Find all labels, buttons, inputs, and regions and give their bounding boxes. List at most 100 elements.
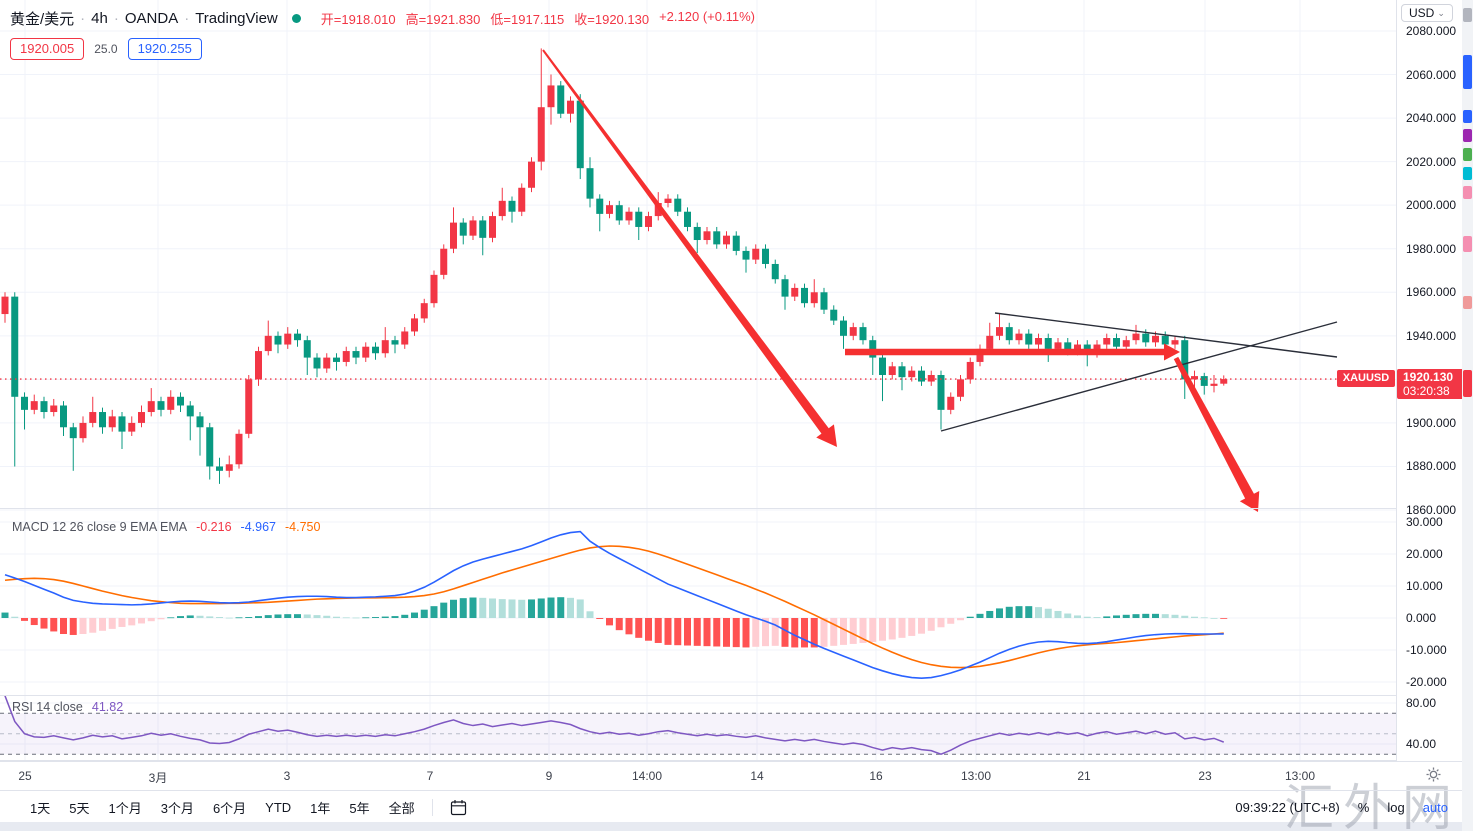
down-arrow-2 xyxy=(1173,356,1260,512)
range-button-1天[interactable]: 1天 xyxy=(30,800,51,816)
symbol-title[interactable]: 黄金/美元 xyxy=(10,11,75,28)
price-tick: 1940.000 xyxy=(1406,328,1457,343)
time-tick: 13:00 xyxy=(960,769,992,783)
bottom-toolbar: 1天 5天 1个月 3个月 6个月 YTD 1年 5年 全部 09:39:22 (UTC+8) … xyxy=(0,790,1462,823)
exchange-label: OANDA xyxy=(124,10,179,27)
edge-strip[interactable] xyxy=(1462,0,1473,831)
sell-price-button[interactable]: 1920.005 xyxy=(10,38,85,60)
high-value: 高=1921.830 xyxy=(405,12,481,27)
rsi-line xyxy=(4,695,1225,756)
edge-tab[interactable] xyxy=(1463,167,1472,180)
platform-label: TradingView xyxy=(195,10,278,27)
clock-label[interactable]: 09:39:22 (UTC+8) xyxy=(1235,799,1340,815)
edge-tab[interactable] xyxy=(1463,296,1472,309)
macd-legend[interactable]: MACD 12 26 close 9 EMA EMA -0.216 -4.967… xyxy=(12,520,320,534)
log-scale-button[interactable]: log xyxy=(1387,799,1405,815)
edge-tab[interactable] xyxy=(1463,186,1472,199)
separator: · xyxy=(113,10,119,27)
price-tick: 1980.000 xyxy=(1406,241,1457,256)
chart-header: 黄金/美元 · 4h · OANDA · TradingView 开=1918.… xyxy=(10,8,755,60)
time-tick: 14:00 xyxy=(631,769,663,783)
macd-signal-value: -4.750 xyxy=(284,520,321,534)
last-price: 1920.130 xyxy=(1403,370,1454,384)
range-button-全部[interactable]: 全部 xyxy=(388,800,415,816)
descending-trendline xyxy=(994,312,1338,358)
edge-tab[interactable] xyxy=(1463,370,1472,397)
separator: · xyxy=(80,10,86,27)
price-tick: 2000.000 xyxy=(1406,198,1457,213)
edge-tab[interactable] xyxy=(1463,8,1472,22)
price-tick: 1860.000 xyxy=(1406,503,1457,517)
range-button-5年[interactable]: 5年 xyxy=(349,800,370,816)
range-button-3个月[interactable]: 3个月 xyxy=(160,800,194,816)
range-button-1个月[interactable]: 1个月 xyxy=(108,800,142,816)
range-button-1年[interactable]: 1年 xyxy=(310,800,331,816)
low-value: 低=1917.115 xyxy=(490,12,565,27)
time-tick: 3月 xyxy=(148,771,168,785)
close-value: 收=1920.130 xyxy=(574,12,650,27)
macd-title: MACD 12 26 close 9 EMA EMA xyxy=(12,520,188,534)
edge-tab[interactable] xyxy=(1463,148,1472,161)
down-arrow-1 xyxy=(542,49,837,447)
edge-tab[interactable] xyxy=(1463,129,1472,142)
bar-countdown: 03:20:38 xyxy=(1403,384,1450,398)
time-tick: 23 xyxy=(1198,769,1212,783)
time-tick: 16 xyxy=(869,769,883,783)
time-tick: 14 xyxy=(750,769,764,783)
main-chart[interactable] xyxy=(0,0,1462,761)
rsi-title: RSI 14 close xyxy=(12,700,83,714)
macd-tick: -20.000 xyxy=(1406,675,1447,689)
macd-tick: 10.000 xyxy=(1406,579,1443,593)
gear-icon[interactable] xyxy=(1424,766,1442,784)
macd-tick: 20.000 xyxy=(1406,547,1443,561)
symbol-price-tag: XAUUSD xyxy=(1337,370,1395,387)
range-buttons: 1天 5天 1个月 3个月 6个月 YTD 1年 5年 全部 xyxy=(0,798,415,817)
edge-tab[interactable] xyxy=(1463,110,1472,123)
currency-label: USD xyxy=(1409,6,1435,20)
candlestick-series xyxy=(1,48,1228,484)
separator: · xyxy=(184,10,190,27)
time-tick: 7 xyxy=(426,769,434,783)
rsi-band xyxy=(0,712,1396,755)
price-tick: 2060.000 xyxy=(1406,67,1457,82)
price-tick: 2020.000 xyxy=(1406,154,1457,169)
auto-scale-button[interactable]: auto xyxy=(1422,799,1448,815)
edge-tab[interactable] xyxy=(1463,55,1472,89)
time-axis[interactable]: 25 3月 3 7 9 14:00 14 16 13:00 21 23 13:00 xyxy=(0,761,1462,791)
annotations xyxy=(542,49,1338,512)
currency-dropdown[interactable]: USD ⌄ xyxy=(1401,4,1453,22)
time-tick: 3 xyxy=(283,769,291,783)
macd-tick: -10.000 xyxy=(1406,643,1447,657)
macd-tick: 0.000 xyxy=(1406,611,1437,625)
interval-button[interactable]: 4h xyxy=(91,10,108,27)
range-button-YTD[interactable]: YTD xyxy=(265,799,292,815)
chevron-down-icon: ⌄ xyxy=(1437,7,1445,18)
time-tick: 13:00 xyxy=(1284,769,1316,783)
rsi-legend[interactable]: RSI 14 close 41.82 xyxy=(12,700,123,714)
time-tick: 9 xyxy=(545,769,553,783)
price-tick: 1960.000 xyxy=(1406,285,1457,300)
divider xyxy=(431,798,433,816)
range-button-5天[interactable]: 5天 xyxy=(69,800,90,816)
change-value: +2.120 (+0.11%) xyxy=(659,9,755,24)
macd-hist-value: -0.216 xyxy=(196,520,232,534)
rsi-tick: 80.00 xyxy=(1406,696,1437,710)
macd-tick: 30.000 xyxy=(1406,515,1443,529)
bottom-strip xyxy=(0,822,1473,831)
macd-line-value: -4.967 xyxy=(240,520,276,534)
macd-signal-line xyxy=(4,545,1224,669)
range-button-6个月[interactable]: 6个月 xyxy=(212,800,247,816)
price-tick: 2040.000 xyxy=(1406,111,1457,126)
edge-tab[interactable] xyxy=(1463,236,1472,252)
spread-value: 25.0 xyxy=(94,42,118,56)
ohlc-row: 开=1918.010 高=1921.830 低=1917.115 收=1920.… xyxy=(321,9,755,28)
price-tick: 1900.000 xyxy=(1406,415,1457,430)
calendar-icon[interactable] xyxy=(450,799,467,816)
percent-scale-button[interactable]: % xyxy=(1357,799,1370,815)
toolbar-right: 09:39:22 (UTC+8) % log auto xyxy=(1235,800,1462,815)
buy-price-button[interactable]: 1920.255 xyxy=(127,38,202,60)
rsi-value: 41.82 xyxy=(91,700,124,714)
ascending-trendline xyxy=(940,321,1338,432)
time-tick: 21 xyxy=(1077,769,1091,783)
